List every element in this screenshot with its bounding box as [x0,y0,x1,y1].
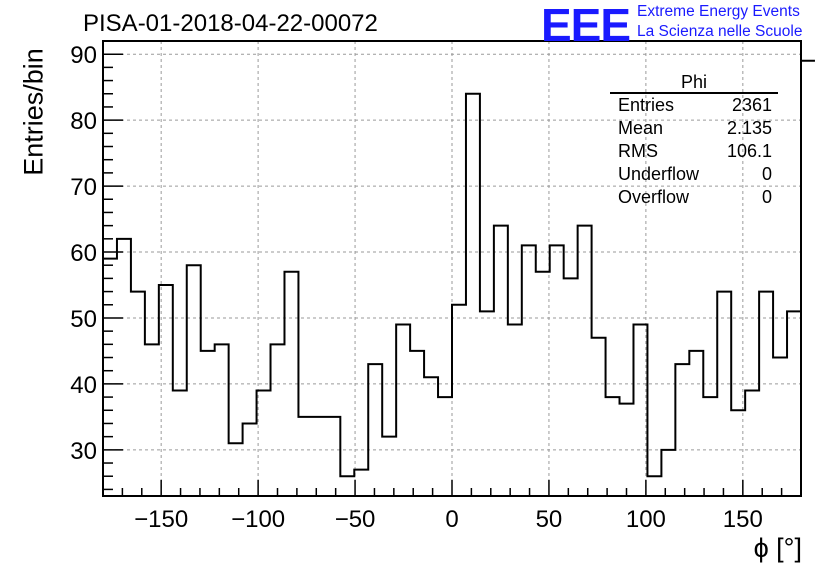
x-tick-label: 50 [536,506,563,533]
stats-label: Underflow [618,164,700,184]
stats-label: Overflow [618,187,690,207]
histogram-series-line [103,59,815,478]
y-axis-label: Entries/bin [18,48,49,176]
stats-row: Overflow 0 [610,186,778,209]
x-tick-label: −100 [231,506,285,533]
stats-label: Mean [618,118,664,138]
y-tick-label: 30 [70,438,97,465]
x-axis-ticks: −150 −100 −50 0 50 100 150 [102,480,802,533]
y-axis-ticks: 30 40 50 60 70 80 90 [70,40,123,491]
x-tick-label: 150 [723,506,763,533]
eee-logo: EEE [541,0,631,51]
plot-frame [102,40,802,497]
stats-value: 2361 [731,95,772,115]
stats-value: 0 [761,164,772,184]
logo-line-1: Extreme Energy Events [637,3,800,20]
logo-line-2: La Scienza nelle Scuole [637,23,803,40]
stats-row: Entries 2361 [610,94,778,117]
stats-row: Mean 2.135 [610,117,778,140]
stats-row: RMS 106.1 [610,140,778,163]
y-tick-label: 90 [70,42,97,69]
y-tick-label: 50 [70,306,97,333]
stats-row: Underflow 0 [610,163,778,186]
x-tick-label: 0 [445,506,458,533]
y-tick-label: 80 [70,108,97,135]
x-tick-label: −150 [134,506,188,533]
stats-label: RMS [618,141,658,161]
x-axis-label: ϕ [°] [753,533,802,563]
y-tick-label: 40 [70,372,97,399]
x-tick-label: −50 [335,506,376,533]
y-tick-label: 60 [70,240,97,267]
stats-value: 2.135 [726,118,772,138]
logo-caption: Extreme Energy Events La Scienza nelle S… [637,2,802,42]
stats-title: Phi [610,72,778,94]
stats-value: 0 [761,187,772,207]
chart-title: PISA-01-2018-04-22-00072 [83,10,378,37]
stats-box: Phi Entries 2361 Mean 2.135 RMS 106.1 Un… [610,72,778,209]
y-tick-label: 70 [70,174,97,201]
stats-value: 106.1 [726,141,772,161]
x-tick-label: 100 [626,506,666,533]
stats-label: Entries [618,95,675,115]
